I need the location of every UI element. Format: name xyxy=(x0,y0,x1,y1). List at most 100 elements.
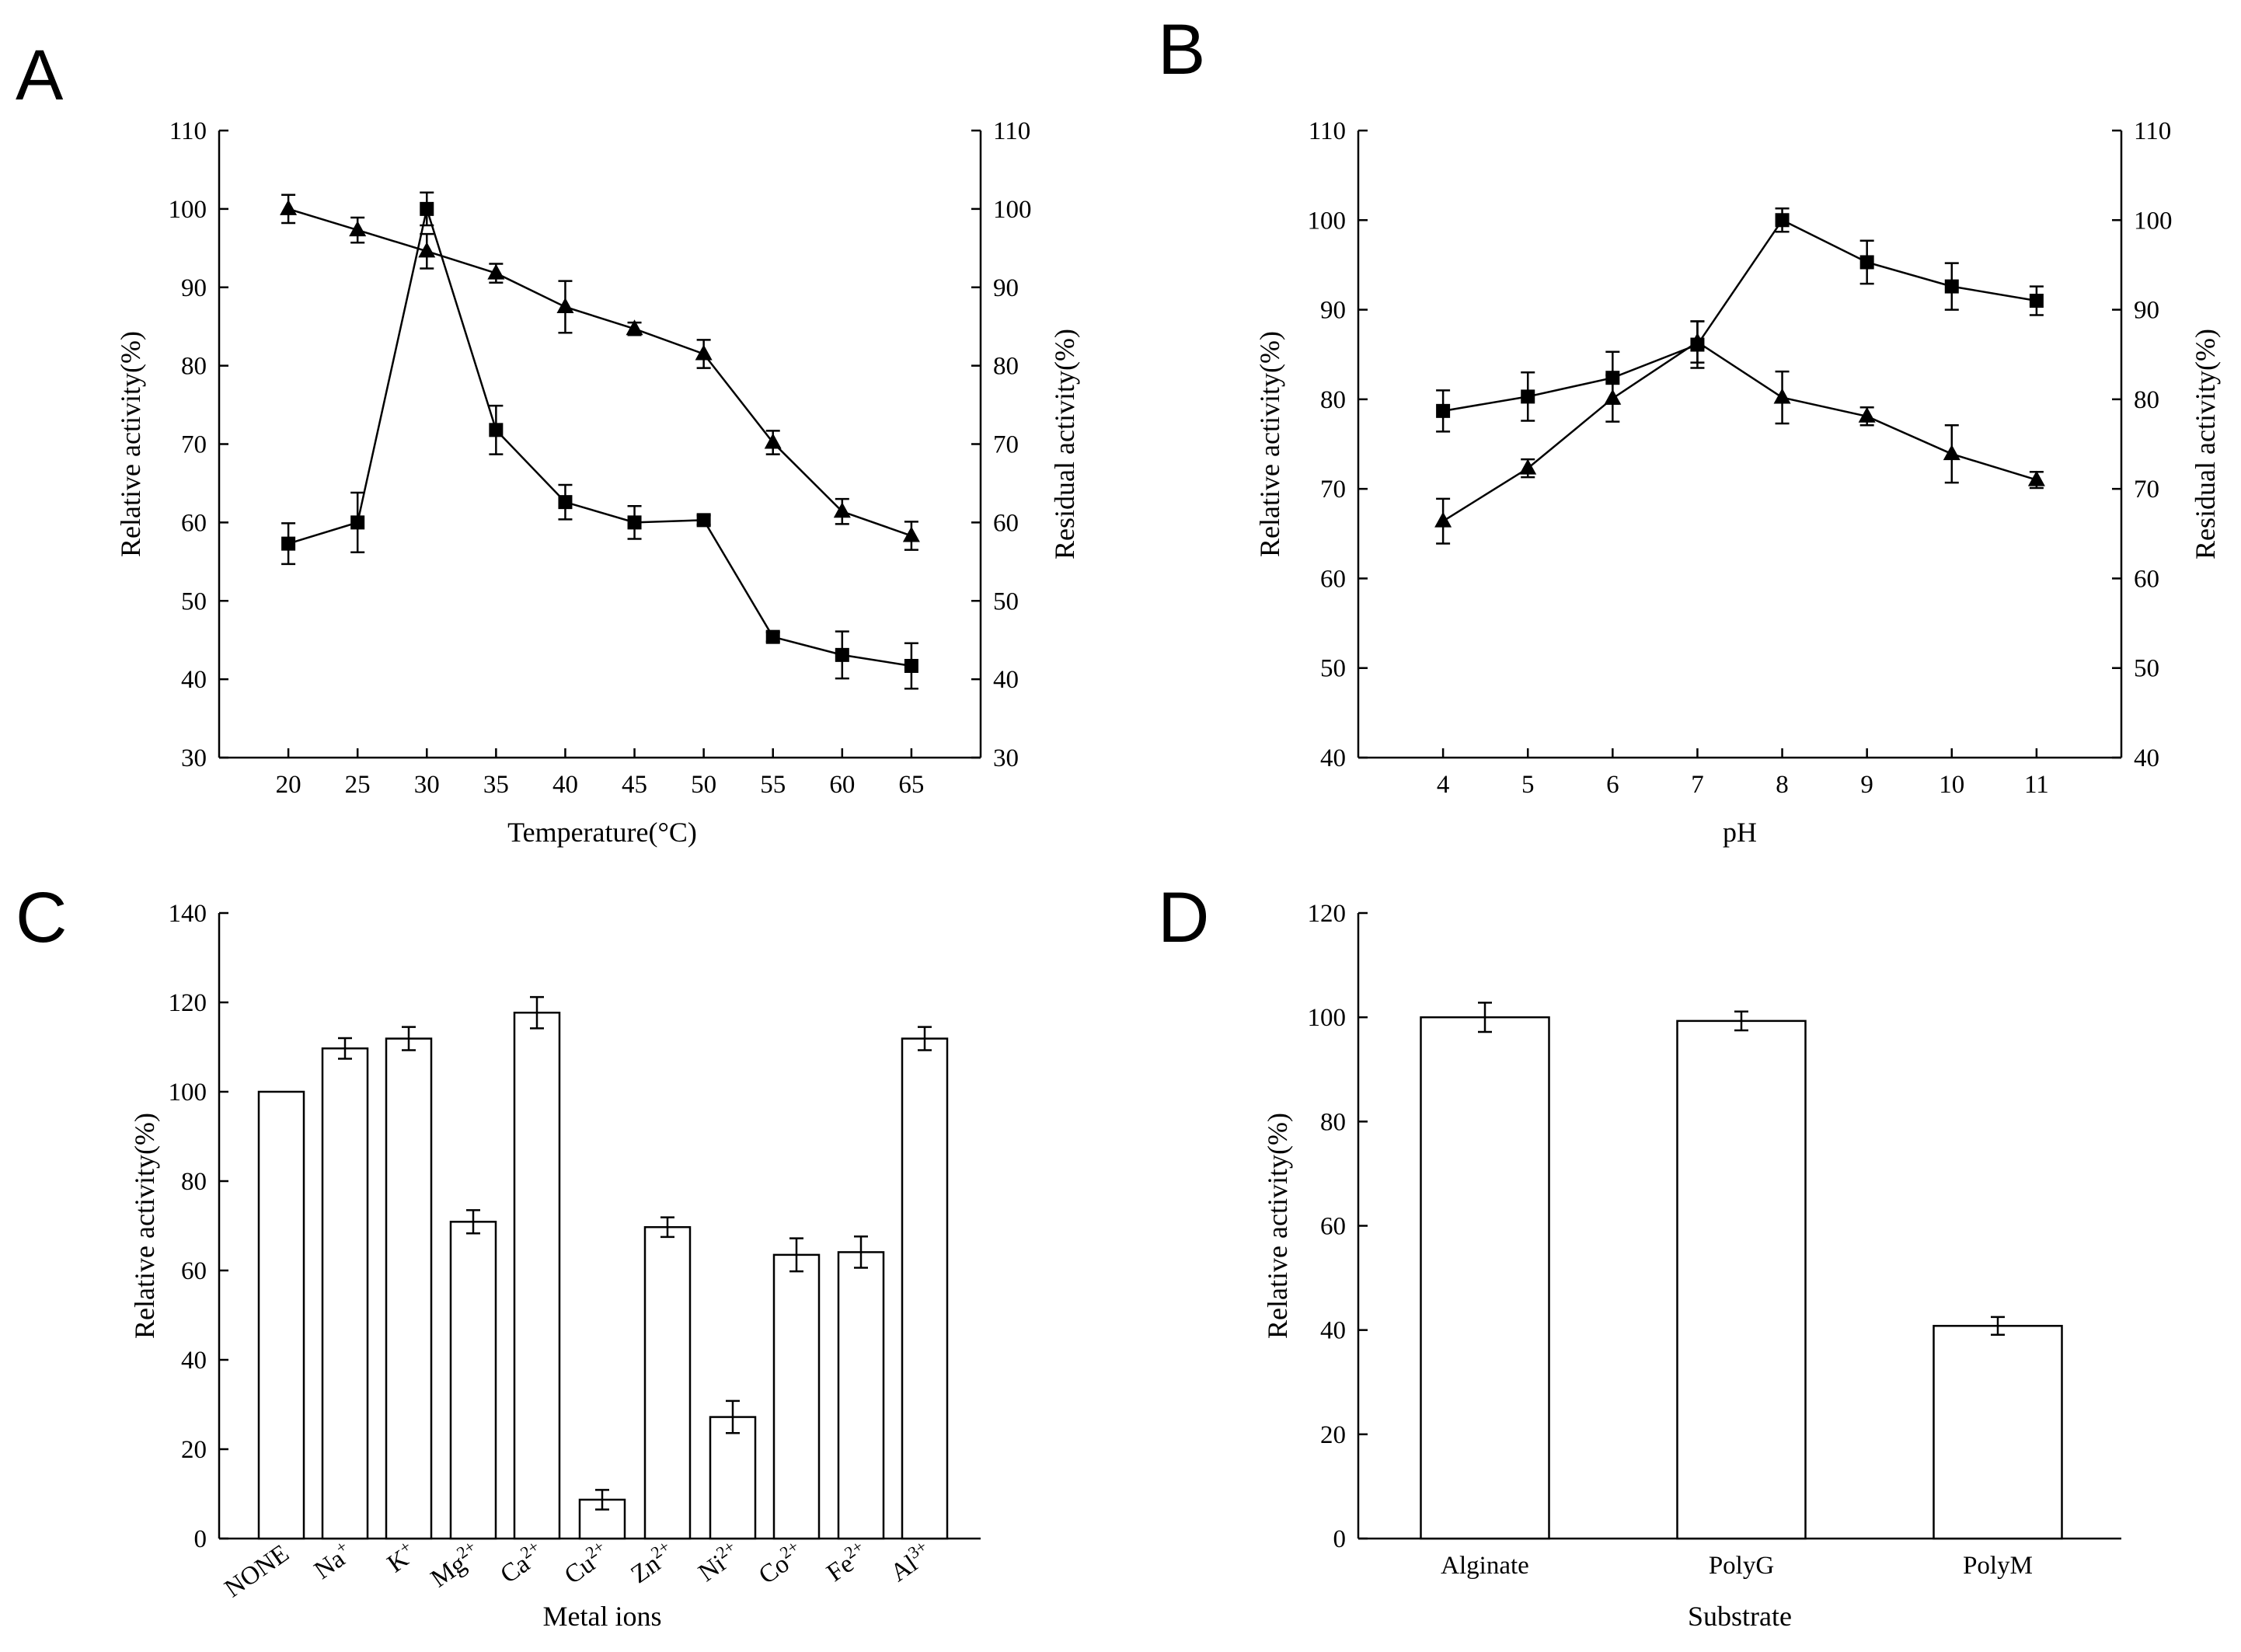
data-point-triangle xyxy=(1689,333,1706,349)
series-line-square xyxy=(288,205,912,667)
y2-tick-label: 80 xyxy=(2134,386,2159,414)
data-point-square xyxy=(1775,213,1790,228)
series-line-triangle xyxy=(288,207,912,537)
y-tick-label: 100 xyxy=(169,196,207,224)
chart-b-ph: 40 40 50 50 60 60 70 70 80 80 90 90 100 100 110 110 pH Re… xyxy=(1254,117,2221,848)
y2-tick-label: 90 xyxy=(2134,297,2159,325)
data-point-triangle xyxy=(2027,470,2045,486)
y-tick-label: 80 xyxy=(1320,1108,1346,1136)
y2-tick-label: 40 xyxy=(2134,744,2159,772)
data-point-square xyxy=(696,513,711,528)
data-point-square xyxy=(489,423,504,437)
x-axis-label: Substrate xyxy=(1688,1601,1792,1632)
x-tick-label: 8 xyxy=(1776,771,1789,799)
data-point-triangle xyxy=(280,199,298,215)
y2-tick-label: 50 xyxy=(2134,655,2159,683)
data-point-triangle xyxy=(1519,458,1537,475)
data-point-square xyxy=(420,201,434,216)
bar xyxy=(257,1090,305,1540)
data-point-square xyxy=(627,515,642,530)
x-tick-label: 5 xyxy=(1521,771,1535,799)
data-point-triangle xyxy=(556,297,574,313)
bar xyxy=(513,1011,561,1540)
y-tick-label: 100 xyxy=(169,1079,207,1107)
data-point-triangle xyxy=(418,242,436,258)
y-tick-label: 20 xyxy=(181,1436,207,1464)
y-tick-label: 80 xyxy=(181,353,207,381)
y-tick-label: 60 xyxy=(1320,565,1346,593)
y2-tick-label: 60 xyxy=(993,509,1019,537)
y-tick-label: 30 xyxy=(181,744,207,772)
x-tick-label: 7 xyxy=(1691,771,1704,799)
x-axis-label: pH xyxy=(1723,817,1757,848)
data-point-triangle xyxy=(902,526,920,542)
x-tick-label: 35 xyxy=(483,771,509,799)
y-tick-label: 70 xyxy=(1320,476,1346,504)
y2-tick-label: 70 xyxy=(993,431,1019,459)
y-tick-label: 110 xyxy=(169,117,207,145)
data-point-square xyxy=(1944,279,1959,294)
y-tick-label: 70 xyxy=(181,431,207,459)
y-tick-label: 0 xyxy=(194,1525,207,1553)
y-tick-label: 50 xyxy=(181,587,207,615)
y-tick-label: 40 xyxy=(1320,1317,1346,1345)
data-point-triangle xyxy=(764,433,782,449)
y-axis-label: Relative activity(%) xyxy=(129,1113,160,1339)
data-point-triangle xyxy=(1858,406,1876,423)
data-point-triangle xyxy=(1773,388,1791,404)
chart-c-metal-ions: 0 20 40 60 80 100 120 140 Metal ions Relative act… xyxy=(129,900,981,1632)
y2-tick-label: 60 xyxy=(2134,565,2159,593)
data-point-square xyxy=(2029,294,2044,308)
bar xyxy=(643,1225,692,1540)
bar xyxy=(709,1416,757,1540)
y-tick-label: 40 xyxy=(181,1347,207,1375)
data-point-triangle xyxy=(1434,511,1452,528)
x-tick-label: 4 xyxy=(1437,771,1450,799)
y-tick-label: 100 xyxy=(1308,1004,1347,1032)
y-tick-label: 80 xyxy=(1320,386,1346,414)
bar xyxy=(901,1037,949,1540)
data-point-triangle xyxy=(833,502,851,518)
data-point-square xyxy=(1521,389,1535,404)
y-tick-label: 100 xyxy=(1308,207,1347,235)
data-point-triangle xyxy=(1943,444,1960,461)
data-point-square xyxy=(1859,255,1874,270)
bar xyxy=(1420,1016,1550,1540)
x-axis-label: Metal ions xyxy=(543,1601,662,1632)
data-point-square xyxy=(281,536,296,551)
x-tick-label: 20 xyxy=(276,771,301,799)
x-tick-label: 10 xyxy=(1939,771,1964,799)
data-point-triangle xyxy=(626,319,643,336)
data-point-square xyxy=(350,515,365,530)
x-tick-label: 50 xyxy=(691,771,716,799)
y-tick-label: 40 xyxy=(1320,744,1346,772)
series-line-square xyxy=(1442,218,2037,413)
y-tick-label: 60 xyxy=(181,1257,207,1285)
chart-d-substrate: 0 20 40 60 80 100 120 Substrate Relative activit… xyxy=(1262,900,2121,1632)
x-tick-label: PolyG xyxy=(1709,1552,1774,1580)
x-tick-label: 60 xyxy=(829,771,855,799)
y2-tick-label: 90 xyxy=(993,274,1019,302)
x-tick-label: 40 xyxy=(552,771,578,799)
panel-letter-d: D xyxy=(1158,878,1209,957)
y-tick-label: 60 xyxy=(1320,1213,1346,1241)
y-tick-label: 60 xyxy=(181,509,207,537)
y2-axis-label: Residual activity(%) xyxy=(1049,329,1080,559)
y-tick-label: 110 xyxy=(1309,117,1346,145)
x-tick-label: Alginate xyxy=(1441,1552,1529,1580)
y2-tick-label: 110 xyxy=(2134,117,2171,145)
y-tick-label: 80 xyxy=(181,1168,207,1196)
data-point-square xyxy=(765,629,780,644)
x-tick-label: 55 xyxy=(760,771,786,799)
data-point-triangle xyxy=(1604,389,1622,405)
panel-letter-b: B xyxy=(1158,10,1205,89)
chart-a-temperature: 30 30 40 40 50 50 60 60 70 70 80 80 90 90 100 100 110 110… xyxy=(115,117,1080,848)
y2-tick-label: 70 xyxy=(2134,476,2159,504)
y2-axis-label: Residual activity(%) xyxy=(2190,329,2221,559)
data-point-triangle xyxy=(695,344,713,361)
data-point-triangle xyxy=(349,221,367,237)
y2-tick-label: 50 xyxy=(993,587,1019,615)
y2-tick-label: 40 xyxy=(993,666,1019,694)
y-axis-label: Relative activity(%) xyxy=(115,331,146,557)
data-point-triangle xyxy=(487,263,505,280)
